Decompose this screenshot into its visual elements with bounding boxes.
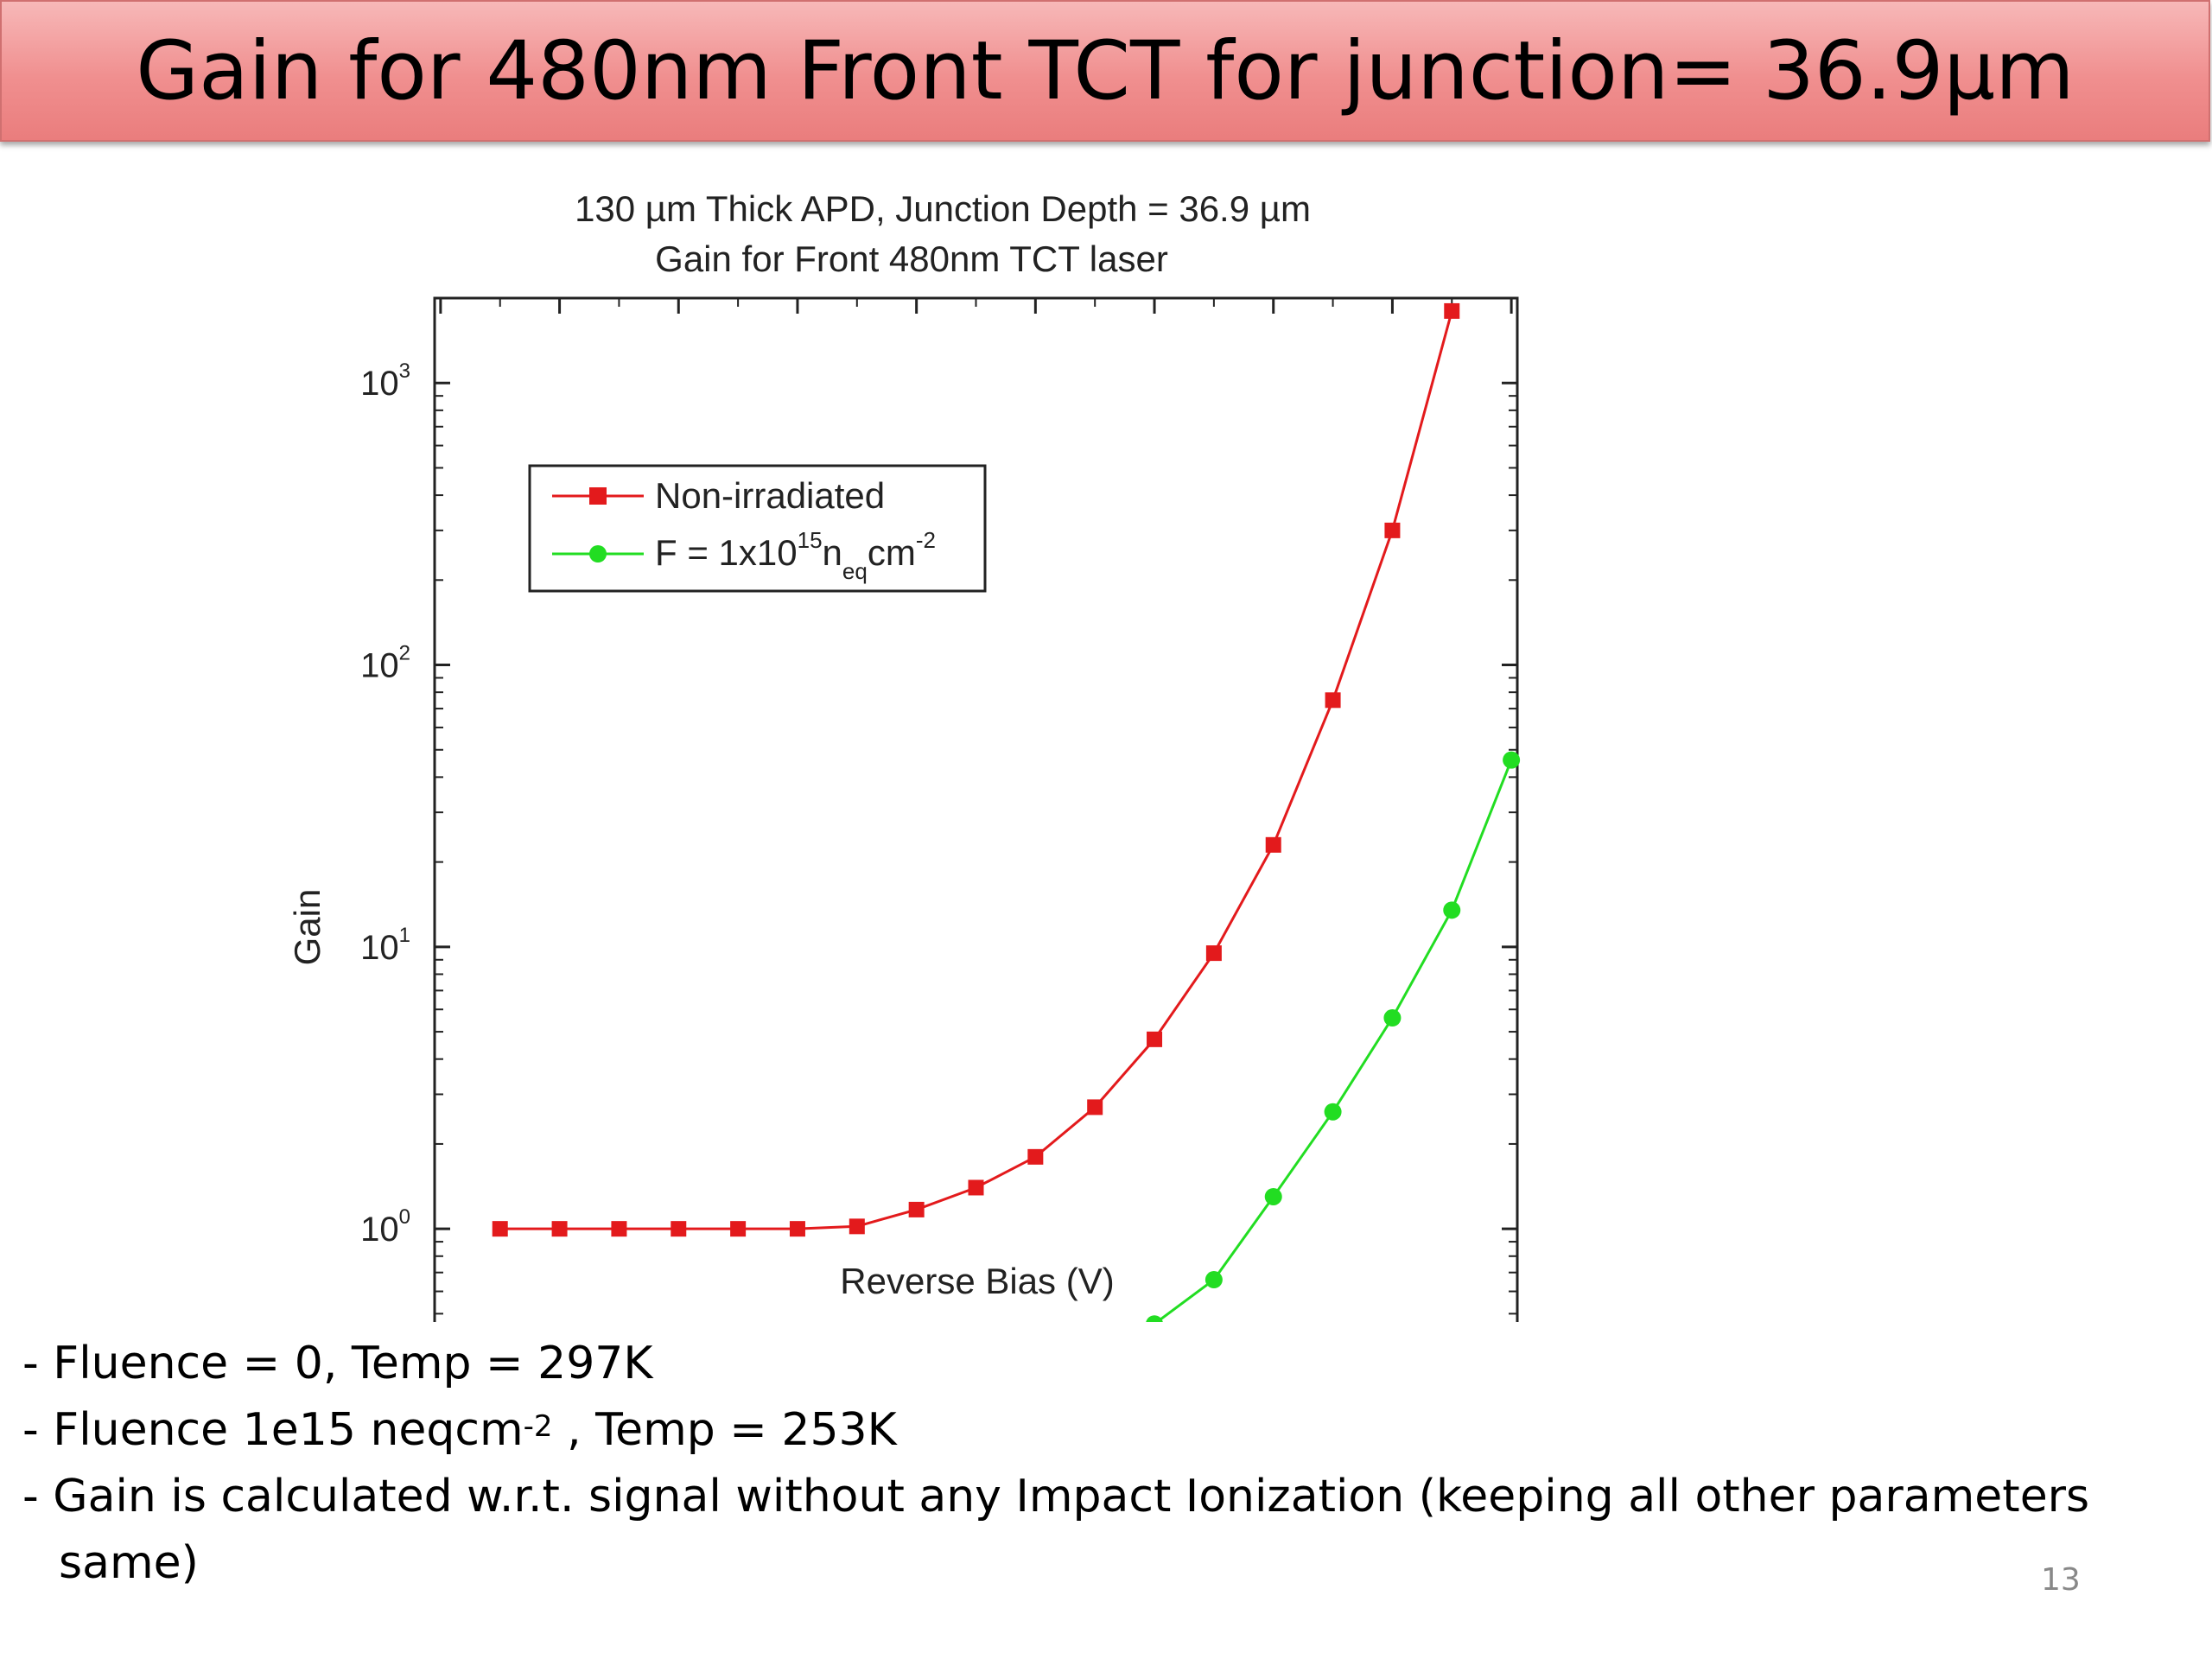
page-number: 13 [2041,1562,2081,1598]
data-point-0 [968,1179,984,1196]
data-point-0 [1027,1148,1044,1165]
y-tick-label: 100 [360,1205,410,1249]
data-point-0 [611,1221,627,1237]
y-tick-label: 101 [360,924,410,967]
y-axis-label: Gain [287,889,327,966]
series-line-0 [499,310,1453,1230]
slide-notes: - Fluence = 0, Temp = 297K - Fluence 1e1… [22,1331,2148,1597]
data-point-0 [1147,1031,1163,1047]
data-point-0 [492,1221,508,1237]
data-point-0 [1325,692,1341,709]
data-point-0 [1087,1099,1103,1116]
data-point-1 [1264,1187,1282,1205]
y-tick-label: 103 [360,359,410,403]
data-point-0 [671,1221,687,1237]
data-point-1 [1503,751,1521,769]
data-point-1 [1205,1271,1223,1289]
data-point-0 [1444,302,1460,319]
slide-title-bar: Gain for 480nm Front TCT for junction= 3… [0,0,2210,142]
chart-subtitle: Gain for Front 480nm TCT laser [655,238,1168,279]
legend-label-nonirr: Non-irradiated [655,475,885,516]
series-layer [492,302,1521,1322]
legend-marker-irr [589,545,607,563]
data-point-0 [849,1218,865,1235]
data-point-0 [1205,945,1222,962]
note-line-3: - Gain is calculated w.r.t. signal witho… [22,1471,2090,1522]
note-line-3-cont: same) [59,1537,199,1589]
note-line-2: - Fluence 1e15 neqcm-2 , Temp = 253K [22,1397,2148,1464]
legend-box [528,464,987,593]
y-tick-label: 102 [360,642,410,685]
legend: Non-irradiated F = 1x1015neqcm-2 [528,464,987,593]
data-point-0 [908,1201,925,1217]
data-point-0 [551,1221,568,1237]
data-point-1 [1146,1315,1163,1322]
plot-frame [433,296,1519,1322]
note-line-2-suffix: , Temp = 253K [552,1404,897,1456]
y-axis-ticks: 100 101 102 103 [360,297,1517,1315]
legend-marker-nonirr [589,487,607,505]
x-axis-label: Reverse Bias (V) [840,1261,1114,1301]
data-point-0 [1265,836,1281,853]
data-point-0 [789,1221,805,1237]
chart-title: 130 µm Thick APD, Junction Depth = 36.9 … [575,188,1311,229]
data-point-1 [1443,901,1461,919]
note-line-2-text: - Fluence 1e15 neqcm [22,1404,524,1456]
note-line-1: - Fluence = 0, Temp = 297K [22,1338,653,1389]
gain-chart: 130 µm Thick APD, Junction Depth = 36.9 … [287,188,1521,1322]
data-point-1 [1324,1103,1342,1121]
note-line-2-sup: -2 [523,1409,553,1444]
legend-label-irr: F = 1x1015neqcm-2 [655,527,936,584]
data-point-0 [730,1221,747,1237]
data-point-1 [1383,1009,1402,1027]
series-line-1 [1154,760,1513,1322]
x-axis-ticks: 020040060080010001200140016001800 [439,298,1513,314]
data-point-0 [1384,522,1401,538]
slide-title: Gain for 480nm Front TCT for junction= 3… [136,23,2075,118]
